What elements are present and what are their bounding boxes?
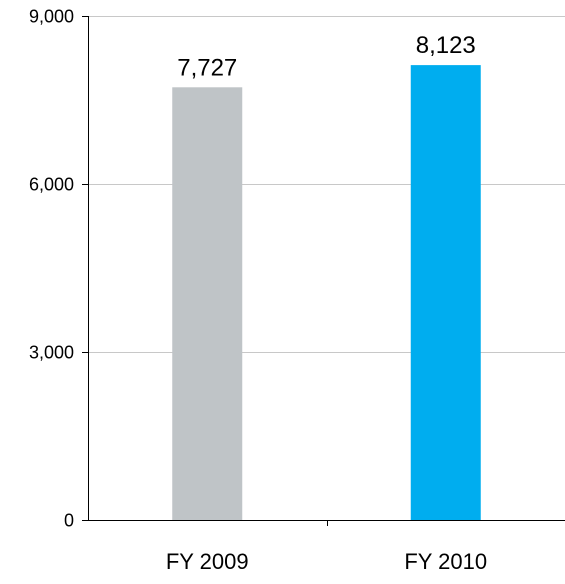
x-category-label: FY 2009	[166, 549, 249, 574]
bar-layer	[172, 65, 481, 521]
y-tick-label: 9,000	[29, 7, 74, 27]
axis-layer	[82, 16, 565, 526]
bar-value-label: 7,727	[177, 54, 237, 81]
bar-fy-2009	[172, 87, 243, 521]
x-category-label: FY 2010	[404, 549, 487, 574]
label-layer: 0 3,000 6,000 9,000 7,727 FY 2009 8,123 FY 2010	[29, 7, 487, 575]
y-tick-label: 0	[64, 511, 74, 531]
y-tick-label: 6,000	[29, 175, 74, 195]
bar-value-label: 8,123	[416, 32, 476, 59]
y-tick-label: 3,000	[29, 343, 74, 363]
bar-fy-2010	[410, 65, 481, 520]
grid-layer	[88, 16, 565, 353]
